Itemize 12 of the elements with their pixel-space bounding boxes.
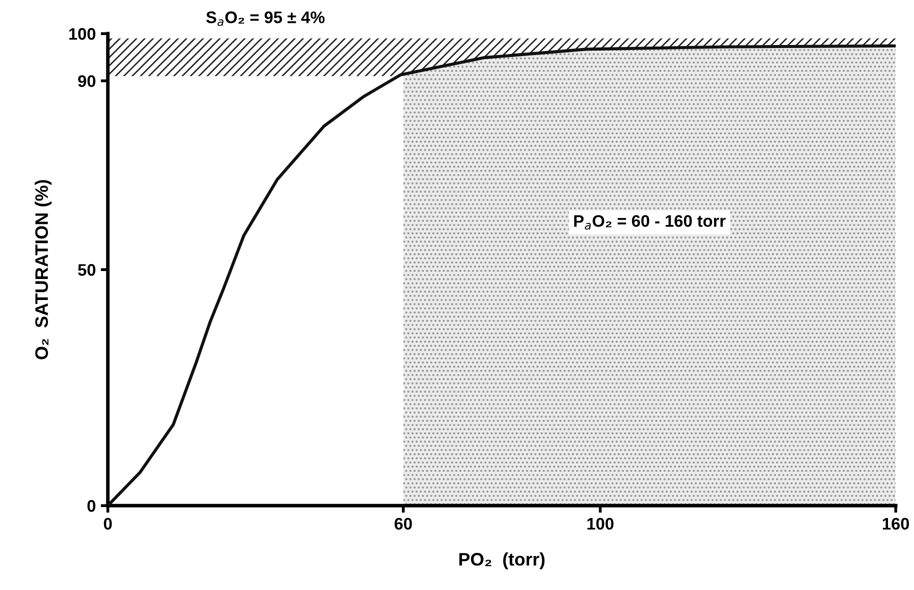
x-tick-label: 60 [394, 518, 412, 530]
x-tick-label: 100 [587, 518, 614, 530]
y-tick-label: 90 [78, 75, 96, 88]
band-label: S$_{a}$O₂ = 95 ± 4% [206, 11, 325, 26]
y-tick-label: 50 [78, 264, 96, 276]
x-tick-label: 0 [104, 518, 112, 530]
x-tick-label: 160 [882, 518, 909, 530]
y-tick-label: 0 [87, 500, 96, 512]
y-tick-label: 100 [69, 28, 96, 40]
x-axis-title: PO₂ (torr) [459, 552, 545, 570]
band-label: P$_{a}$O₂ = 60 - 160 torr [574, 215, 726, 230]
y-axis-title: O₂ SATURATION (%) [34, 180, 52, 360]
